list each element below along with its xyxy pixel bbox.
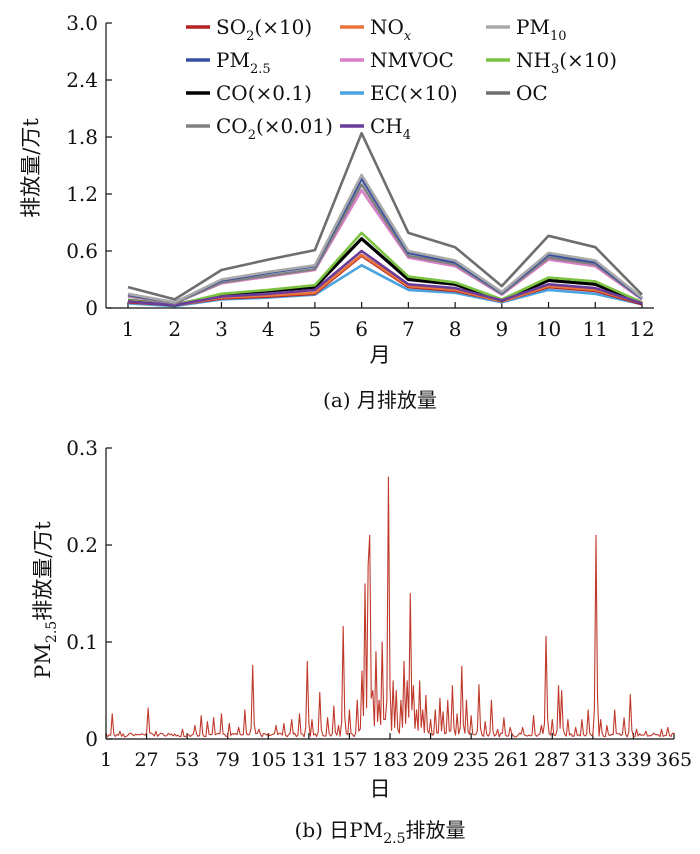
x-tick-label-b: 287: [534, 749, 570, 771]
y-axis-label-b-text: PM2.5排放量/万t: [31, 521, 60, 679]
x-tick-label-b: 365: [656, 749, 692, 771]
legend-item: EC(×10): [340, 81, 458, 105]
legend-label: OC: [516, 81, 548, 105]
x-tick-label-b: 27: [134, 749, 158, 771]
legend-label: PM10: [516, 15, 566, 44]
y-tick-label-a: 0: [85, 296, 98, 320]
x-tick-label-a: 9: [495, 317, 508, 341]
monthly-emissions-chart: 排放量/万t 00.61.21.82.43.0 1 2 3 4 5 6 7 8 9 10 11 12 …: [19, 11, 655, 412]
y-axis-label-a-text: 排放量/万t: [19, 118, 43, 218]
series-line-PM2.5-daily: [105, 476, 675, 738]
x-tick-label-a: 12: [629, 317, 654, 341]
caption-b: (b) 日PM2.5排放量: [295, 818, 466, 847]
y-tick-label-a: 0.6: [66, 239, 98, 263]
daily-pm25-chart: PM2.5排放量/万t 0 0.1 0.2 0.3 1 27 53 79 105 131 157 1…: [31, 436, 692, 847]
legend-label: CH4: [370, 114, 411, 143]
legend-item: SO2(×10): [186, 15, 312, 44]
legend-label: SO2(×10): [216, 15, 312, 44]
y-tick-label-a: 2.4: [66, 68, 98, 92]
x-tick-label-b: 313: [575, 749, 611, 771]
x-tick-label-a: 3: [215, 317, 228, 341]
legend-item: CH4: [340, 114, 411, 143]
x-tick-label-b: 183: [372, 749, 408, 771]
series-line-OC: [127, 131, 643, 301]
x-tick-label-a: 4: [262, 317, 275, 341]
legend-item: PM2.5: [186, 48, 271, 77]
series-lines-a: [127, 131, 643, 308]
y-tick-label-a: 1.8: [66, 125, 98, 149]
x-tick-label-b: 53: [175, 749, 199, 771]
y-tick-label-b: 0.1: [66, 630, 98, 654]
x-axis-label-a: 月: [370, 343, 391, 367]
series-lines-b: [105, 476, 675, 738]
x-tick-label-a: 5: [309, 317, 322, 341]
legend-a: SO2(×10) NOx PM10 PM2.5 NMVOC NH3(×10) CO(×0.1…: [186, 15, 617, 143]
legend-item: NH3(×10): [486, 48, 617, 77]
x-tick-label-b: 131: [291, 749, 327, 771]
legend-label: NH3(×10): [516, 48, 617, 77]
legend-label: EC(×10): [370, 81, 458, 105]
legend-label: CO2(×0.01): [216, 114, 333, 143]
x-axis-label-b: 日: [370, 777, 391, 801]
y-tick-label-b: 0.3: [66, 436, 98, 460]
legend-label: CO(×0.1): [216, 81, 312, 105]
x-tick-label-a: 7: [402, 317, 415, 341]
x-tick-label-b: 157: [331, 749, 367, 771]
x-tick-label-b: 339: [615, 749, 651, 771]
legend-item: PM10: [486, 15, 566, 44]
legend-item: NOx: [340, 15, 412, 44]
x-tick-label-b: 209: [412, 749, 448, 771]
y-axis-label-b: PM2.5排放量/万t: [31, 521, 60, 679]
legend-label: PM2.5: [216, 48, 271, 77]
series-line-PM10: [127, 173, 643, 304]
y-ticks-b: 0 0.1 0.2 0.3: [66, 436, 112, 751]
x-tick-label-a: 11: [583, 317, 608, 341]
y-tick-label-b: 0: [85, 727, 98, 751]
x-tick-label-a: 2: [168, 317, 181, 341]
legend-label: NMVOC: [370, 48, 454, 72]
x-tick-label-a: 1: [122, 317, 135, 341]
caption-a: (a) 月排放量: [323, 388, 437, 412]
x-tick-label-b: 105: [250, 749, 286, 771]
legend-item: NMVOC: [340, 48, 454, 72]
series-line-CO2(×0.01): [127, 183, 643, 305]
legend-label: NOx: [370, 15, 412, 44]
x-tick-label-a: 6: [355, 317, 368, 341]
y-tick-label-a: 3.0: [66, 11, 98, 35]
legend-item: CO2(×0.01): [186, 114, 333, 143]
x-tick-label-b: 235: [453, 749, 489, 771]
y-tick-label-a: 1.2: [66, 182, 98, 206]
y-tick-label-b: 0.2: [66, 533, 98, 557]
x-ticks-b: 1 27 53 79 105 131 157 183 209 235 261 287 313 339 365: [100, 733, 692, 771]
x-ticks-a: 1 2 3 4 5 6 7 8 9 10 11 12: [122, 302, 655, 341]
x-tick-label-b: 79: [216, 749, 240, 771]
x-tick-label-a: 10: [536, 317, 561, 341]
legend-item: CO(×0.1): [186, 81, 312, 105]
legend-item: OC: [486, 81, 548, 105]
y-ticks-a: 0 0.6 1.2 1.8 2.4 3.0: [66, 11, 112, 320]
series-line-NH3(×10): [127, 231, 643, 307]
y-axis-label-a: 排放量/万t: [19, 118, 43, 218]
x-tick-label-b: 1: [100, 749, 112, 771]
x-tick-label-b: 261: [494, 749, 530, 771]
x-tick-label-a: 8: [449, 317, 462, 341]
series-line-CH4: [127, 249, 643, 307]
